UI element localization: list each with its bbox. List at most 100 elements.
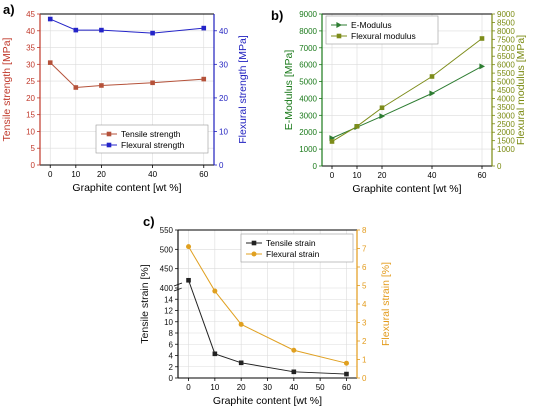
legend-label-0: E-Modulus xyxy=(351,20,392,30)
right-tick-label: 6 xyxy=(362,263,367,272)
x-tick-label: 40 xyxy=(289,383,298,392)
right-tick-label: 9000 xyxy=(497,10,515,19)
legend-marker-0 xyxy=(251,240,257,246)
left-tick-label: 500 xyxy=(160,245,174,254)
left-tick-label: 3000 xyxy=(299,111,317,120)
right-tick-label: 1000 xyxy=(497,145,515,154)
left-tick-label: 5 xyxy=(31,144,36,153)
legend-box xyxy=(240,233,354,263)
left-tick-label: 15 xyxy=(26,111,35,120)
data-point-0-1 xyxy=(73,85,79,90)
x-tick-label: 0 xyxy=(186,383,191,392)
legend-box xyxy=(95,124,209,154)
right-tick-label: 0 xyxy=(362,374,367,383)
right-tick-label: 3000 xyxy=(497,111,515,120)
legend-label-0: Tensile strength xyxy=(121,129,181,139)
data-point-0-2 xyxy=(99,83,104,88)
right-tick-label: 8 xyxy=(362,226,367,235)
left-tick-label: 4000 xyxy=(299,94,317,103)
left-y-axis-title: E-Modulus [MPa] xyxy=(283,50,295,131)
right-tick-label: 0 xyxy=(497,162,502,171)
data-point-0-0 xyxy=(47,60,53,65)
data-point-0-3 xyxy=(150,80,155,86)
x-tick-label: 20 xyxy=(97,170,106,179)
legend-label-1: Flexural strain xyxy=(266,249,320,259)
legend-label-1: Flexural modulus xyxy=(351,31,416,41)
data-point-1-3 xyxy=(291,347,297,353)
data-point-0-0 xyxy=(186,277,191,283)
legend-marker-0 xyxy=(106,131,112,137)
x-axis-title: Graphite content [wt %] xyxy=(72,182,181,194)
left-y-axis-title: Tensile strength [MPa] xyxy=(1,37,13,141)
right-tick-label: 5000 xyxy=(497,78,515,87)
left-tick-label: 6000 xyxy=(299,61,317,70)
right-tick-label: 5500 xyxy=(497,69,515,78)
left-tick-label: 5000 xyxy=(299,78,317,87)
x-tick-label: 60 xyxy=(342,383,351,392)
right-tick-label: 2000 xyxy=(497,128,515,137)
data-point-1-3 xyxy=(150,30,155,36)
left-tick-label: 40 xyxy=(26,27,35,36)
left-tick-label: 450 xyxy=(160,265,174,274)
right-tick-label: 4000 xyxy=(497,94,515,103)
legend-marker-1 xyxy=(336,33,342,39)
x-tick-label: 20 xyxy=(237,383,246,392)
data-point-0-3 xyxy=(429,90,435,97)
right-tick-label: 4500 xyxy=(497,86,515,95)
data-point-1-1 xyxy=(212,288,218,294)
left-tick-label: 6 xyxy=(169,340,174,349)
legend-marker-1 xyxy=(106,142,112,148)
right-tick-label: 7000 xyxy=(497,44,515,53)
x-tick-label: 0 xyxy=(48,170,53,179)
data-point-1-2 xyxy=(379,105,385,111)
right-tick-label: 30 xyxy=(219,60,228,69)
data-point-1-1 xyxy=(73,27,79,33)
data-point-0-2 xyxy=(238,360,244,366)
right-tick-label: 7 xyxy=(362,245,367,254)
left-tick-label: 10 xyxy=(26,127,35,136)
data-point-0-2 xyxy=(379,113,385,120)
left-tick-label: 45 xyxy=(26,10,35,19)
right-tick-label: 8500 xyxy=(497,18,515,27)
x-tick-label: 10 xyxy=(210,383,219,392)
right-y-axis-title: Flexural strain [%] xyxy=(380,262,392,346)
left-tick-label: 4 xyxy=(169,352,174,361)
left-tick-label: 400 xyxy=(160,284,174,293)
left-tick-label: 0 xyxy=(169,374,174,383)
x-tick-label: 60 xyxy=(478,171,487,180)
right-tick-label: 7500 xyxy=(497,35,515,44)
right-tick-label: 20 xyxy=(219,94,228,103)
right-tick-label: 4 xyxy=(362,300,367,309)
data-point-1-2 xyxy=(99,27,104,33)
left-tick-label: 25 xyxy=(26,77,35,86)
left-tick-label: 2000 xyxy=(299,128,317,137)
left-tick-label: 35 xyxy=(26,44,35,53)
x-tick-label: 40 xyxy=(428,171,437,180)
panel-label: c) xyxy=(143,214,155,229)
right-tick-label: 3500 xyxy=(497,103,515,112)
data-point-1-4 xyxy=(201,25,207,31)
right-tick-label: 3 xyxy=(362,319,367,328)
x-tick-label: 20 xyxy=(378,171,387,180)
data-point-0-4 xyxy=(201,76,207,82)
left-tick-label: 30 xyxy=(26,60,35,69)
legend-box xyxy=(325,15,439,45)
x-tick-label: 50 xyxy=(316,383,325,392)
data-point-1-2 xyxy=(238,321,244,327)
legend-label-1: Flexural strength xyxy=(121,140,185,150)
legend-marker-0 xyxy=(336,22,342,28)
data-point-1-4 xyxy=(343,360,349,366)
panel-label: b) xyxy=(271,8,283,23)
right-tick-label: 0 xyxy=(219,161,224,170)
right-tick-label: 6000 xyxy=(497,61,515,70)
right-tick-label: 1 xyxy=(362,356,367,365)
data-point-0-4 xyxy=(479,63,485,70)
right-tick-label: 5 xyxy=(362,282,367,291)
right-tick-label: 10 xyxy=(219,127,228,136)
right-tick-label: 8000 xyxy=(497,27,515,36)
legend-marker-1 xyxy=(251,251,257,257)
data-point-1-0 xyxy=(186,244,192,250)
data-point-1-4 xyxy=(479,36,485,41)
x-tick-label: 40 xyxy=(148,170,157,179)
